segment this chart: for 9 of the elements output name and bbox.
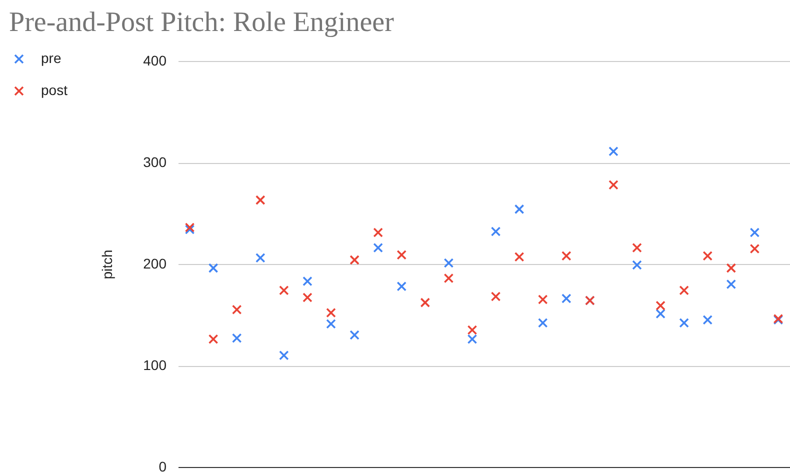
y-tick-label: 100 [143,357,167,373]
y-tick-label: 0 [158,458,167,474]
y-axis-title: pitch [99,250,116,280]
y-tick-label: 300 [143,154,167,170]
y-tick-label: 200 [143,256,167,272]
y-tick-label: 400 [143,52,167,68]
legend-label: pre [41,50,62,66]
chart-title: Pre-and-Post Pitch: Role Engineer [9,7,395,38]
legend-label: post [41,82,68,98]
